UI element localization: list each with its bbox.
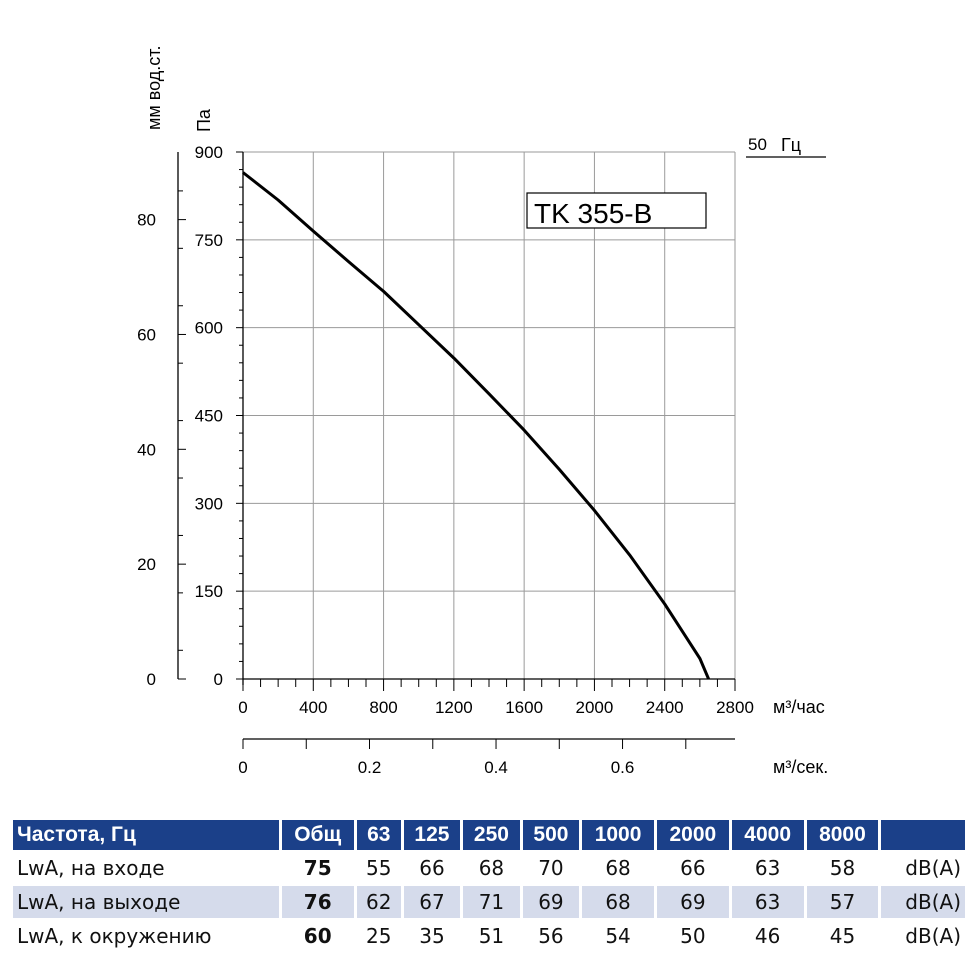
row-label: LwA, на входе (17, 856, 165, 880)
unit-cell: dB(A) (905, 856, 961, 880)
y-pa-tick-label: 150 (195, 582, 223, 601)
header-cell: 250 (463, 820, 520, 850)
x-tick-label: 1200 (435, 698, 473, 717)
header-cell: 8000 (806, 820, 879, 850)
x-tick-label: 0 (238, 698, 247, 717)
header-cell: 1000 (582, 820, 654, 850)
x2-tick-label: 0.2 (358, 758, 382, 777)
total-cell: 75 (303, 856, 332, 880)
y-mm-tick-label: 0 (147, 670, 156, 689)
value-cell: 66 (680, 856, 706, 880)
y-mm-tick-label: 80 (137, 211, 156, 230)
value-cell: 25 (366, 924, 392, 948)
value-cell: 69 (522, 886, 580, 918)
y-pa-tick-label: 300 (195, 494, 223, 513)
y-pa-tick-label: 750 (195, 231, 223, 250)
row-label: LwA, к окружению (17, 924, 212, 948)
header-cell (881, 820, 965, 850)
value-cell: 55 (366, 856, 392, 880)
x-tick-label: 2800 (716, 698, 754, 717)
y-mm-tick-label: 20 (137, 555, 156, 574)
value-cell: 63 (731, 886, 804, 918)
total-cell: 76 (281, 886, 354, 918)
chart-series (242, 171, 710, 680)
table-row: LwA, на входе 75 55 66 68 70 68 66 63 58 dB(A) (13, 852, 965, 884)
header-cell: 2000 (656, 820, 729, 850)
header-cell: Общ (281, 820, 354, 850)
y-pa-tick-label: 0 (214, 670, 223, 689)
table-row: LwA, к окружению 60 25 35 51 56 54 50 46 45 dB(A) (13, 920, 965, 952)
x-tick-label: 2400 (646, 698, 684, 717)
value-cell: 63 (754, 856, 781, 880)
header-cell: 63 (356, 820, 401, 850)
value-cell: 58 (829, 856, 856, 880)
value-cell: 69 (656, 886, 729, 918)
value-cell: 57 (806, 886, 879, 918)
value-cell: 67 (403, 886, 461, 918)
value-cell: 68 (605, 856, 631, 880)
value-cell: 68 (582, 886, 654, 918)
value-cell: 71 (463, 886, 520, 918)
value-cell: 66 (419, 856, 445, 880)
y-axis-left-label: мм вод.ст. (144, 46, 164, 130)
model-label-box (526, 192, 707, 229)
y-mm-tick-label: 60 (137, 325, 156, 344)
header-cell: 4000 (731, 820, 804, 850)
x-tick-label: 400 (299, 698, 327, 717)
sound-level-table: Частота, Гц Общ 63 125 250 500 1000 2000 4000 800… (10, 818, 968, 954)
table-header-row: Частота, Гц Общ 63 125 250 500 1000 2000 4000 800… (13, 820, 965, 850)
unit-cell: dB(A) (881, 886, 965, 918)
y-mm-tick-label: 40 (137, 440, 156, 459)
value-cell: 50 (680, 924, 706, 948)
x-tick-label: 1600 (505, 698, 543, 717)
y-axis-right-label: Па (194, 108, 214, 132)
value-cell: 56 (538, 924, 564, 948)
value-cell: 45 (829, 924, 856, 948)
frequency-value: 50 (748, 135, 767, 154)
frequency-unit: Гц (781, 135, 801, 155)
table-row: LwA, на выходе 76 62 67 71 69 68 69 63 57 dB(A) (13, 886, 965, 918)
value-cell: 54 (605, 924, 631, 948)
y-pa-tick-label: 900 (195, 143, 223, 162)
model-label: TK 355-B (534, 198, 652, 229)
x-tick-label: 800 (369, 698, 397, 717)
total-cell: 60 (303, 924, 332, 948)
x-axis-unit-secondary: м³/сек. (773, 757, 828, 777)
x2-tick-label: 0 (238, 758, 247, 777)
x-axis-unit-primary: м³/час (773, 697, 825, 717)
y-pa-tick-label: 600 (195, 319, 223, 338)
x-tick-label: 2000 (576, 698, 614, 717)
value-cell: 62 (356, 886, 401, 918)
x2-tick-label: 0.4 (484, 758, 508, 777)
value-cell: 51 (478, 924, 505, 948)
x2-tick-label: 0.6 (611, 758, 635, 777)
row-label: LwA, на выходе (13, 886, 279, 918)
header-cell: 125 (403, 820, 461, 850)
header-cell: 500 (522, 820, 580, 850)
performance-curve (242, 171, 710, 680)
unit-cell: dB(A) (905, 924, 961, 948)
header-frequency: Частота, Гц (13, 820, 279, 850)
value-cell: 68 (478, 856, 505, 880)
value-cell: 70 (538, 856, 564, 880)
value-cell: 35 (419, 924, 445, 948)
y-pa-tick-label: 450 (195, 407, 223, 426)
value-cell: 46 (754, 924, 781, 948)
